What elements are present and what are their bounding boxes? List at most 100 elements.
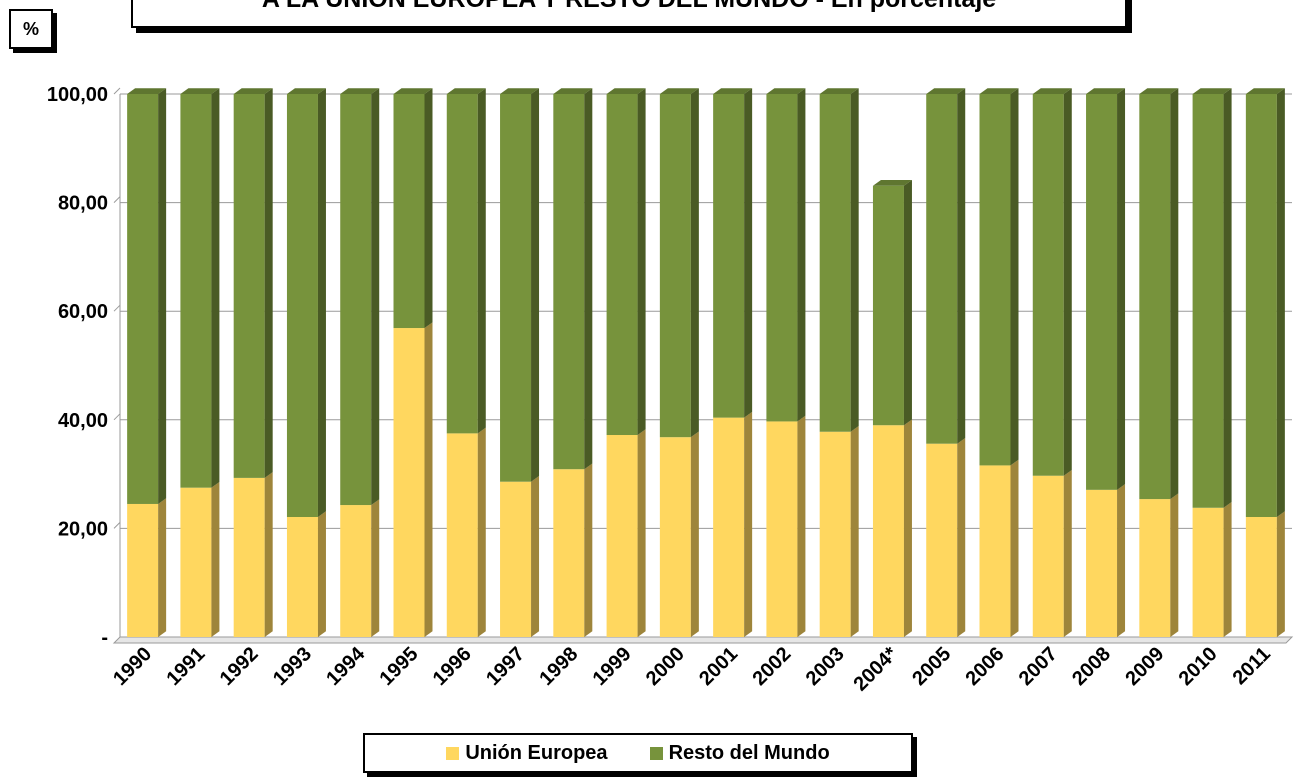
x-tick-label: 1998 [535, 643, 582, 690]
chart-title: A LA UNIÓN EUROPEA Y RESTO DEL MUNDO - E… [262, 0, 996, 14]
bar-side-union-europea-1994 [371, 499, 380, 637]
bar-top-resto-del-mundo-2009 [1139, 88, 1179, 94]
bar-side-union-europea-2005 [957, 437, 966, 637]
y-tick-label: 20,00 [58, 518, 108, 540]
x-tick-label: 1990 [109, 643, 156, 690]
bar-top-resto-del-mundo-2010 [1192, 88, 1232, 94]
bar-resto-del-mundo-1993 [286, 94, 318, 517]
bar-union-europea-2002 [766, 421, 798, 637]
bar-side-resto-del-mundo-1990 [158, 88, 167, 504]
bar-top-resto-del-mundo-1994 [340, 88, 380, 94]
bar-union-europea-1994 [340, 505, 372, 637]
bar-side-resto-del-mundo-2008 [1117, 88, 1126, 490]
bar-union-europea-1993 [286, 516, 318, 637]
bar-side-union-europea-2008 [1117, 484, 1126, 637]
y-tick-label: 80,00 [58, 193, 108, 215]
bar-resto-del-mundo-2001 [713, 94, 745, 418]
bar-resto-del-mundo-1991 [180, 94, 212, 488]
bar-side-resto-del-mundo-1999 [637, 88, 646, 436]
bar-union-europea-1996 [446, 433, 478, 637]
bar-union-europea-2007 [1032, 475, 1064, 637]
chart-floor [112, 636, 1294, 644]
gridline-depth [113, 304, 121, 312]
bar-side-union-europea-2007 [1063, 470, 1072, 637]
bar-union-europea-1995 [393, 328, 425, 637]
x-tick-label: 2005 [908, 643, 955, 690]
bar-side-resto-del-mundo-2010 [1223, 88, 1232, 508]
bar-resto-del-mundo-2010 [1192, 94, 1224, 508]
bar-side-resto-del-mundo-1992 [264, 88, 273, 478]
bar-top-resto-del-mundo-1998 [553, 88, 593, 94]
bar-resto-del-mundo-2005 [926, 94, 958, 444]
x-tick-label: 1996 [429, 643, 476, 690]
bar-side-union-europea-2000 [690, 431, 699, 637]
bar-side-resto-del-mundo-2003 [850, 88, 859, 432]
bar-side-resto-del-mundo-1998 [584, 88, 593, 470]
bar-side-resto-del-mundo-1996 [477, 88, 486, 434]
bar-top-resto-del-mundo-2004* [872, 180, 912, 186]
bar-top-resto-del-mundo-2007 [1032, 88, 1072, 94]
bar-top-resto-del-mundo-1996 [446, 88, 486, 94]
bar-union-europea-1992 [233, 477, 265, 637]
gridline-depth [113, 413, 121, 421]
legend-swatch-resto-del-mundo [649, 746, 663, 760]
bar-side-resto-del-mundo-1995 [424, 88, 433, 329]
x-tick-label: 2009 [1121, 643, 1168, 690]
bar-resto-del-mundo-2008 [1086, 94, 1118, 490]
x-tick-label: 1997 [482, 643, 529, 690]
bar-side-union-europea-2010 [1223, 502, 1232, 637]
gridline-depth [113, 196, 121, 203]
bar-top-resto-del-mundo-2000 [659, 88, 699, 94]
bar-side-union-europea-2001 [744, 411, 753, 637]
bar-union-europea-2001 [713, 417, 745, 637]
bar-side-union-europea-2009 [1170, 493, 1179, 637]
bar-top-resto-del-mundo-1992 [233, 88, 273, 94]
bar-side-union-europea-1996 [477, 427, 486, 637]
bar-side-resto-del-mundo-1994 [371, 88, 380, 506]
legend-label-resto-del-mundo: Resto del Mundo [668, 741, 830, 764]
bar-union-europea-2006 [979, 465, 1011, 637]
bar-side-union-europea-1991 [211, 481, 220, 637]
x-tick-label: 1995 [376, 643, 423, 690]
bar-resto-del-mundo-1992 [233, 94, 265, 478]
bar-union-europea-2009 [1139, 499, 1171, 637]
bar-resto-del-mundo-2004* [872, 185, 904, 426]
x-tick-label: 1994 [322, 642, 370, 690]
bar-resto-del-mundo-1990 [127, 94, 159, 504]
bar-side-union-europea-1993 [317, 511, 326, 637]
bar-resto-del-mundo-2011 [1245, 94, 1277, 517]
x-tick-label: 1993 [269, 643, 316, 690]
bar-resto-del-mundo-1994 [340, 94, 372, 506]
bar-resto-del-mundo-1995 [393, 94, 425, 329]
bar-side-union-europea-2002 [797, 415, 806, 637]
bar-side-resto-del-mundo-1991 [211, 88, 220, 488]
bar-resto-del-mundo-1999 [606, 94, 638, 436]
bar-side-resto-del-mundo-2011 [1276, 88, 1285, 517]
bar-side-union-europea-2011 [1276, 511, 1285, 637]
bar-top-resto-del-mundo-2011 [1245, 88, 1285, 94]
x-tick-label: 2003 [802, 643, 849, 690]
legend-label-union-europea: Unión Europea [465, 741, 608, 764]
bar-resto-del-mundo-1996 [446, 94, 478, 434]
bar-side-union-europea-1992 [264, 472, 273, 637]
bar-union-europea-2000 [659, 437, 691, 637]
y-tick-label: 60,00 [58, 301, 108, 323]
bar-side-resto-del-mundo-1993 [317, 88, 326, 517]
unit-label: % [22, 18, 39, 39]
bar-top-resto-del-mundo-2002 [766, 88, 806, 94]
bar-top-resto-del-mundo-1991 [180, 88, 220, 94]
bar-top-resto-del-mundo-2005 [926, 88, 966, 94]
x-tick-label: 2010 [1175, 643, 1222, 690]
x-tick-label: 2011 [1229, 643, 1275, 689]
bar-resto-del-mundo-1997 [500, 94, 532, 482]
bar-side-resto-del-mundo-2002 [797, 88, 806, 422]
bar-union-europea-1998 [553, 469, 585, 637]
bar-top-resto-del-mundo-1990 [127, 88, 167, 94]
bar-side-resto-del-mundo-2007 [1063, 88, 1072, 476]
legend-swatch-union-europea [446, 746, 460, 760]
y-tick-label: 40,00 [58, 410, 108, 432]
x-tick-label: 2004* [849, 643, 902, 696]
bar-side-resto-del-mundo-2005 [957, 88, 966, 444]
bar-resto-del-mundo-2002 [766, 94, 798, 422]
